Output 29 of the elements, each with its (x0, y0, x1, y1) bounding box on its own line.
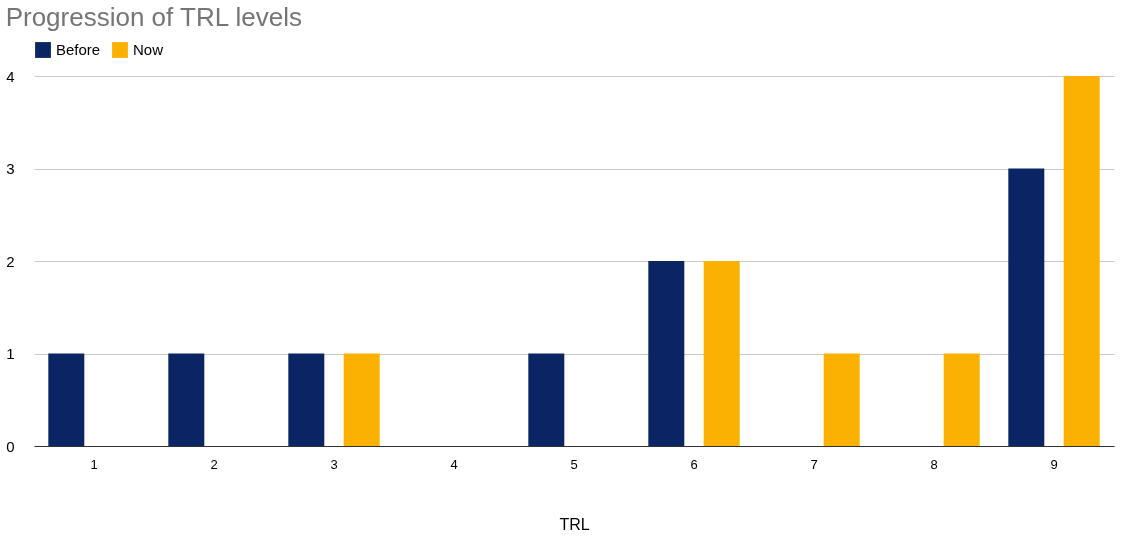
x-tick-label: 9 (1050, 456, 1058, 472)
legend-label: Now (133, 41, 164, 58)
y-tick-label: 1 (6, 345, 15, 362)
y-tick-label: 3 (6, 160, 15, 177)
x-tick-label: 5 (570, 456, 578, 472)
bar (943, 353, 980, 446)
bar (703, 261, 740, 446)
bar (288, 353, 325, 446)
x-tick-label: 4 (450, 456, 458, 472)
x-tick-label: 7 (810, 456, 818, 472)
bar (823, 353, 860, 446)
bar (648, 261, 685, 446)
x-tick-label: 8 (930, 456, 938, 472)
x-tick-label: 2 (210, 456, 218, 472)
x-tick-label: 3 (330, 456, 338, 472)
x-tick-label: 6 (690, 456, 698, 472)
bar (1008, 168, 1045, 446)
y-tick-label: 2 (6, 252, 15, 270)
chart-title: Progression of TRL levels (5, 2, 302, 32)
x-tick-label: 1 (90, 456, 98, 472)
y-tick-label: 0 (6, 437, 15, 455)
bar (528, 353, 565, 446)
y-tick-label: 4 (6, 67, 15, 85)
bar (1063, 76, 1100, 446)
bar (48, 353, 85, 446)
x-axis-title: TRL (559, 515, 590, 533)
legend-label: Before (56, 41, 101, 58)
bar (343, 353, 380, 446)
bar (168, 353, 205, 446)
